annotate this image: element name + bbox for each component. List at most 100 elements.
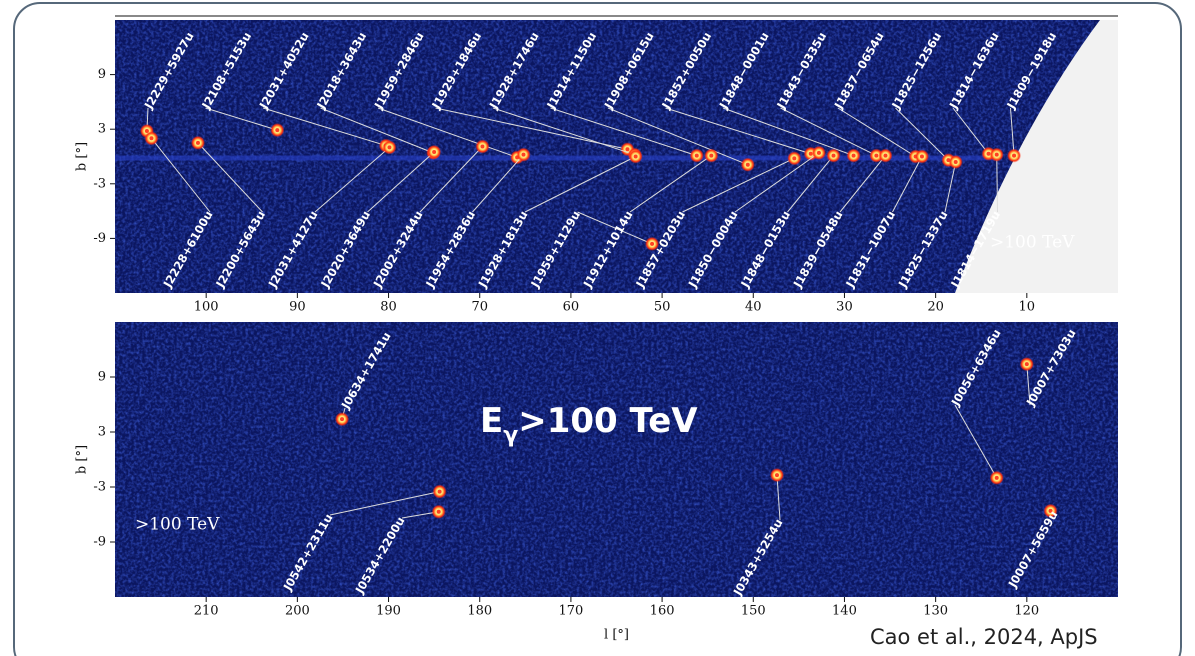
- source-point: [650, 241, 655, 246]
- source-point: [953, 159, 958, 164]
- source-point: [851, 153, 856, 158]
- leader-line: [787, 155, 834, 213]
- y-axis-label: b [°]: [75, 445, 90, 474]
- leader-line: [577, 211, 653, 245]
- slide-frame: [13, 2, 1182, 656]
- leader-line: [682, 157, 795, 213]
- source-point: [774, 473, 779, 478]
- source-point: [694, 153, 699, 158]
- leader-line: [895, 107, 949, 161]
- leader-line: [472, 154, 524, 213]
- x-tick-label: 30: [836, 300, 853, 315]
- credit: Cao et al., 2024, ApJS: [870, 625, 1098, 649]
- leader-line: [320, 107, 434, 154]
- leader-line: [954, 404, 998, 479]
- leader-line: [550, 107, 697, 157]
- source-point: [436, 509, 441, 514]
- source-point: [275, 128, 280, 133]
- leader-line: [665, 107, 811, 155]
- headline-base: E: [480, 401, 503, 441]
- x-tick-label: 100: [194, 300, 219, 315]
- x-tick-label: 70: [471, 300, 488, 315]
- y-tick-label: 9: [98, 67, 106, 82]
- source-point: [831, 153, 836, 158]
- source-point: [994, 475, 999, 480]
- x-tick-label: 80: [380, 300, 397, 315]
- leader-line: [377, 107, 518, 158]
- leader-line: [607, 107, 748, 166]
- y-tick-label: -3: [93, 480, 106, 495]
- leader-line: [314, 147, 390, 213]
- x-tick-label: 180: [467, 604, 492, 619]
- source-point: [340, 417, 345, 422]
- headline-sub: γ: [503, 423, 518, 448]
- source-point: [994, 152, 999, 157]
- leader-line: [952, 107, 989, 155]
- leader-line: [1010, 107, 1015, 156]
- source-point: [1024, 362, 1029, 367]
- y-tick-label: -3: [93, 176, 106, 191]
- y-tick-label: 3: [98, 122, 106, 137]
- source-point: [919, 154, 924, 159]
- x-tick-label: 90: [289, 300, 306, 315]
- y-tick-label: 9: [98, 370, 106, 385]
- leader-line: [944, 161, 957, 213]
- x-tick-label: 20: [927, 300, 944, 315]
- x-tick-label: 130: [923, 604, 948, 619]
- leader-line: [722, 107, 854, 157]
- source-point: [387, 145, 392, 150]
- energy-annotation: >100 TeV: [135, 515, 220, 535]
- source-point: [437, 489, 442, 494]
- source-point: [709, 153, 714, 158]
- panel-bottom: -9 -3 3 9 210 200 190 180 170 160 150 140 130 120 b [°…: [75, 322, 1118, 643]
- headline: Eγ>100 TeV: [480, 401, 698, 448]
- y-tick-label: 3: [98, 425, 106, 440]
- source-point: [883, 153, 888, 158]
- leader-line: [367, 151, 435, 213]
- source-point: [149, 136, 154, 141]
- source-point: [480, 144, 485, 149]
- x-tick-label: 150: [741, 604, 766, 619]
- leader-line: [776, 475, 781, 521]
- leader-line: [892, 156, 923, 213]
- x-tick-label: 210: [194, 604, 219, 619]
- leader-line: [734, 152, 820, 213]
- source-point: [144, 129, 149, 134]
- source-point: [874, 153, 879, 158]
- source-point: [808, 151, 813, 156]
- x-tick-label: 160: [650, 604, 675, 619]
- x-tick-label: 50: [654, 300, 671, 315]
- leader-line: [262, 107, 386, 147]
- x-axis-label: l [°]: [604, 628, 629, 643]
- source-point: [986, 151, 991, 156]
- x-tick-label: 60: [563, 300, 580, 315]
- source-point: [745, 162, 750, 167]
- leader-line: [524, 156, 636, 213]
- x-tick-label: 120: [1014, 604, 1039, 619]
- source-point: [195, 140, 200, 145]
- map-content: [329, 357, 1058, 521]
- x-tick-label: 140: [832, 604, 857, 619]
- source-point: [633, 154, 638, 159]
- leader-line: [435, 107, 628, 150]
- leader-line: [837, 107, 916, 157]
- source-point: [625, 147, 630, 152]
- x-tick-label: 10: [1019, 300, 1036, 315]
- source-point: [1012, 153, 1017, 158]
- leader-line: [492, 107, 635, 156]
- uncovered-sky: [955, 20, 1118, 293]
- y-axis-label: b [°]: [75, 142, 90, 171]
- energy-annotation: >100 TeV: [990, 233, 1075, 253]
- x-tick-label: 200: [285, 604, 310, 619]
- x-tick-label: 190: [376, 604, 401, 619]
- leader-line: [629, 155, 712, 213]
- source-point: [792, 156, 797, 161]
- leader-line: [151, 137, 211, 213]
- leader-line: [197, 142, 263, 213]
- map-content: [139, 107, 1022, 251]
- x-tick-label: 170: [558, 604, 583, 619]
- source-point: [1048, 508, 1053, 513]
- panel-top: -9 -3 3 9 100 90 80 70 60 50 40 30 20 10 b [°] >100 TeV…: [75, 20, 1118, 315]
- y-tick-label: -9: [93, 535, 106, 550]
